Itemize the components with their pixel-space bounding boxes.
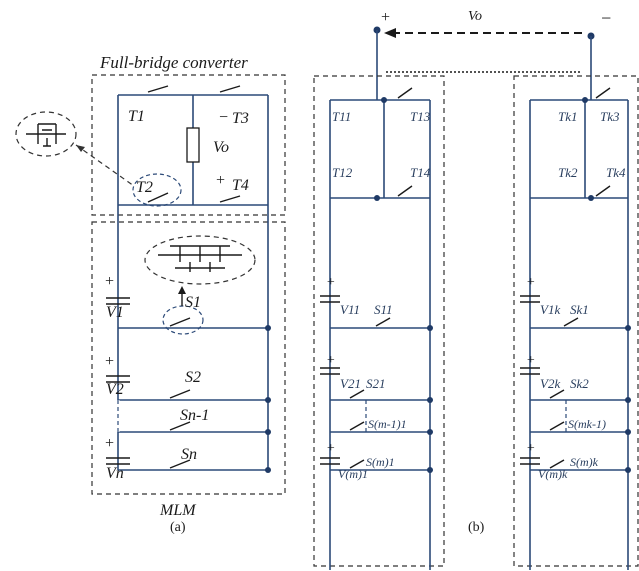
- label-s2: S2: [185, 369, 201, 386]
- vo-label-b: Vo: [468, 9, 482, 24]
- hbridge-callout: [144, 235, 256, 285]
- switch-smk-1: [549, 421, 565, 431]
- switch-s1: [169, 317, 191, 327]
- svg-text:+: +: [526, 441, 535, 456]
- label-v2: V2: [106, 381, 124, 398]
- label-t11: T11: [332, 109, 351, 124]
- switch-sn-1: [169, 421, 191, 431]
- output-leads: [376, 30, 592, 100]
- label-smk: S(m)k: [570, 455, 599, 469]
- capacitor-v2: [106, 375, 130, 383]
- svg-text:+: +: [526, 275, 535, 290]
- callout-pointer: [75, 144, 135, 187]
- switch-sm1: [349, 459, 365, 469]
- label-t4: T4: [232, 177, 249, 194]
- label-s11: S11: [374, 302, 393, 317]
- label-sk1: Sk1: [570, 302, 589, 317]
- label-tk2: Tk2: [558, 165, 578, 180]
- switch-smk: [549, 459, 565, 469]
- svg-text:+: +: [104, 273, 115, 290]
- full-bridge-box: [91, 74, 286, 216]
- igbt-callout: [15, 111, 77, 157]
- mlm-rails: [117, 205, 269, 471]
- label-s21: S21: [366, 376, 386, 391]
- mlm-branches: [118, 327, 268, 433]
- label-t2: T2: [136, 179, 153, 196]
- label-tk1: Tk1: [558, 109, 578, 124]
- label-vn: Vn: [106, 465, 124, 482]
- label-v11: V11: [340, 302, 360, 317]
- left-cell-box: [313, 75, 445, 567]
- panel-a: Full-bridge converter T1 T3 − Vo T2 + T4: [15, 53, 286, 535]
- right-mlm-branches: [530, 327, 628, 471]
- switch-tk3: [595, 87, 611, 99]
- label-v1k: V1k: [540, 302, 560, 317]
- hbridge-symbol: [158, 245, 242, 272]
- caption-a: (a): [170, 520, 186, 535]
- label-vmk: V(m)k: [538, 467, 568, 481]
- caption-b: (b): [468, 520, 485, 535]
- s1-highlight: [162, 305, 204, 335]
- t2-highlight: [132, 173, 182, 207]
- label-v1: V1: [106, 304, 124, 321]
- label-vo-a: Vo: [213, 139, 229, 156]
- switch-s2: [169, 389, 191, 399]
- label-s1: S1: [185, 294, 201, 311]
- right-bridge-wires: [529, 99, 629, 570]
- minus-terminal-label: −: [600, 8, 612, 28]
- switch-sk2: [549, 389, 565, 399]
- switch-s11: [375, 317, 391, 327]
- plus-sign-a: +: [215, 172, 226, 189]
- igbt-symbol: [26, 123, 66, 147]
- left-bridge-wires: [329, 99, 431, 570]
- switch-t14: [397, 185, 413, 197]
- svg-text:+: +: [326, 441, 335, 456]
- label-sk2: Sk2: [570, 376, 589, 391]
- label-sm-1-1: S(m-1)1: [368, 417, 407, 431]
- label-sm1: S(m)1: [366, 455, 395, 469]
- label-t12: T12: [332, 165, 353, 180]
- label-t13: T13: [410, 109, 431, 124]
- right-cell-box: [513, 75, 639, 567]
- switch-sm-1-1: [349, 421, 365, 431]
- label-tk4: Tk4: [606, 165, 626, 180]
- switch-sk1: [563, 317, 579, 327]
- svg-text:+: +: [326, 353, 335, 368]
- switch-tk4: [595, 185, 611, 197]
- plus-terminal-label: +: [380, 9, 391, 26]
- label-vm1: V(m)1: [338, 467, 368, 481]
- mlm-box: [91, 221, 286, 495]
- capacitor-vn: [106, 457, 130, 465]
- svg-text:+: +: [104, 435, 115, 452]
- label-sn-1: Sn-1: [180, 407, 209, 424]
- full-bridge-title: Full-bridge converter: [99, 53, 248, 72]
- panel-b: + Vo − T11 T13 T12 T14 + V11 S11 + V21 S…: [313, 8, 639, 570]
- capacitor-v1: [106, 297, 130, 305]
- svg-text:+: +: [526, 353, 535, 368]
- switch-s21: [349, 389, 365, 399]
- label-sn: Sn: [181, 446, 197, 463]
- mlm-label: MLM: [159, 502, 197, 519]
- bridge-wires: [117, 94, 269, 206]
- load-resistor: [186, 127, 200, 163]
- svg-text:+: +: [326, 275, 335, 290]
- minus-sign-a: −: [218, 109, 229, 126]
- switch-sn: [169, 459, 191, 469]
- switch-t13: [397, 87, 413, 99]
- switch-t2: [147, 192, 169, 203]
- label-t14: T14: [410, 165, 431, 180]
- callout-arrowhead: [76, 145, 85, 152]
- label-tk3: Tk3: [600, 109, 620, 124]
- switch-t4: [219, 195, 241, 203]
- label-t1: T1: [128, 108, 145, 125]
- label-t3: T3: [232, 110, 249, 127]
- switch-t1: [147, 85, 169, 93]
- svg-text:+: +: [104, 353, 115, 370]
- label-v21: V21: [340, 376, 361, 391]
- switch-t3: [219, 85, 241, 93]
- label-v2k: V2k: [540, 376, 560, 391]
- label-smk-1: S(mk-1): [568, 417, 606, 431]
- left-mlm-branches: [330, 327, 430, 471]
